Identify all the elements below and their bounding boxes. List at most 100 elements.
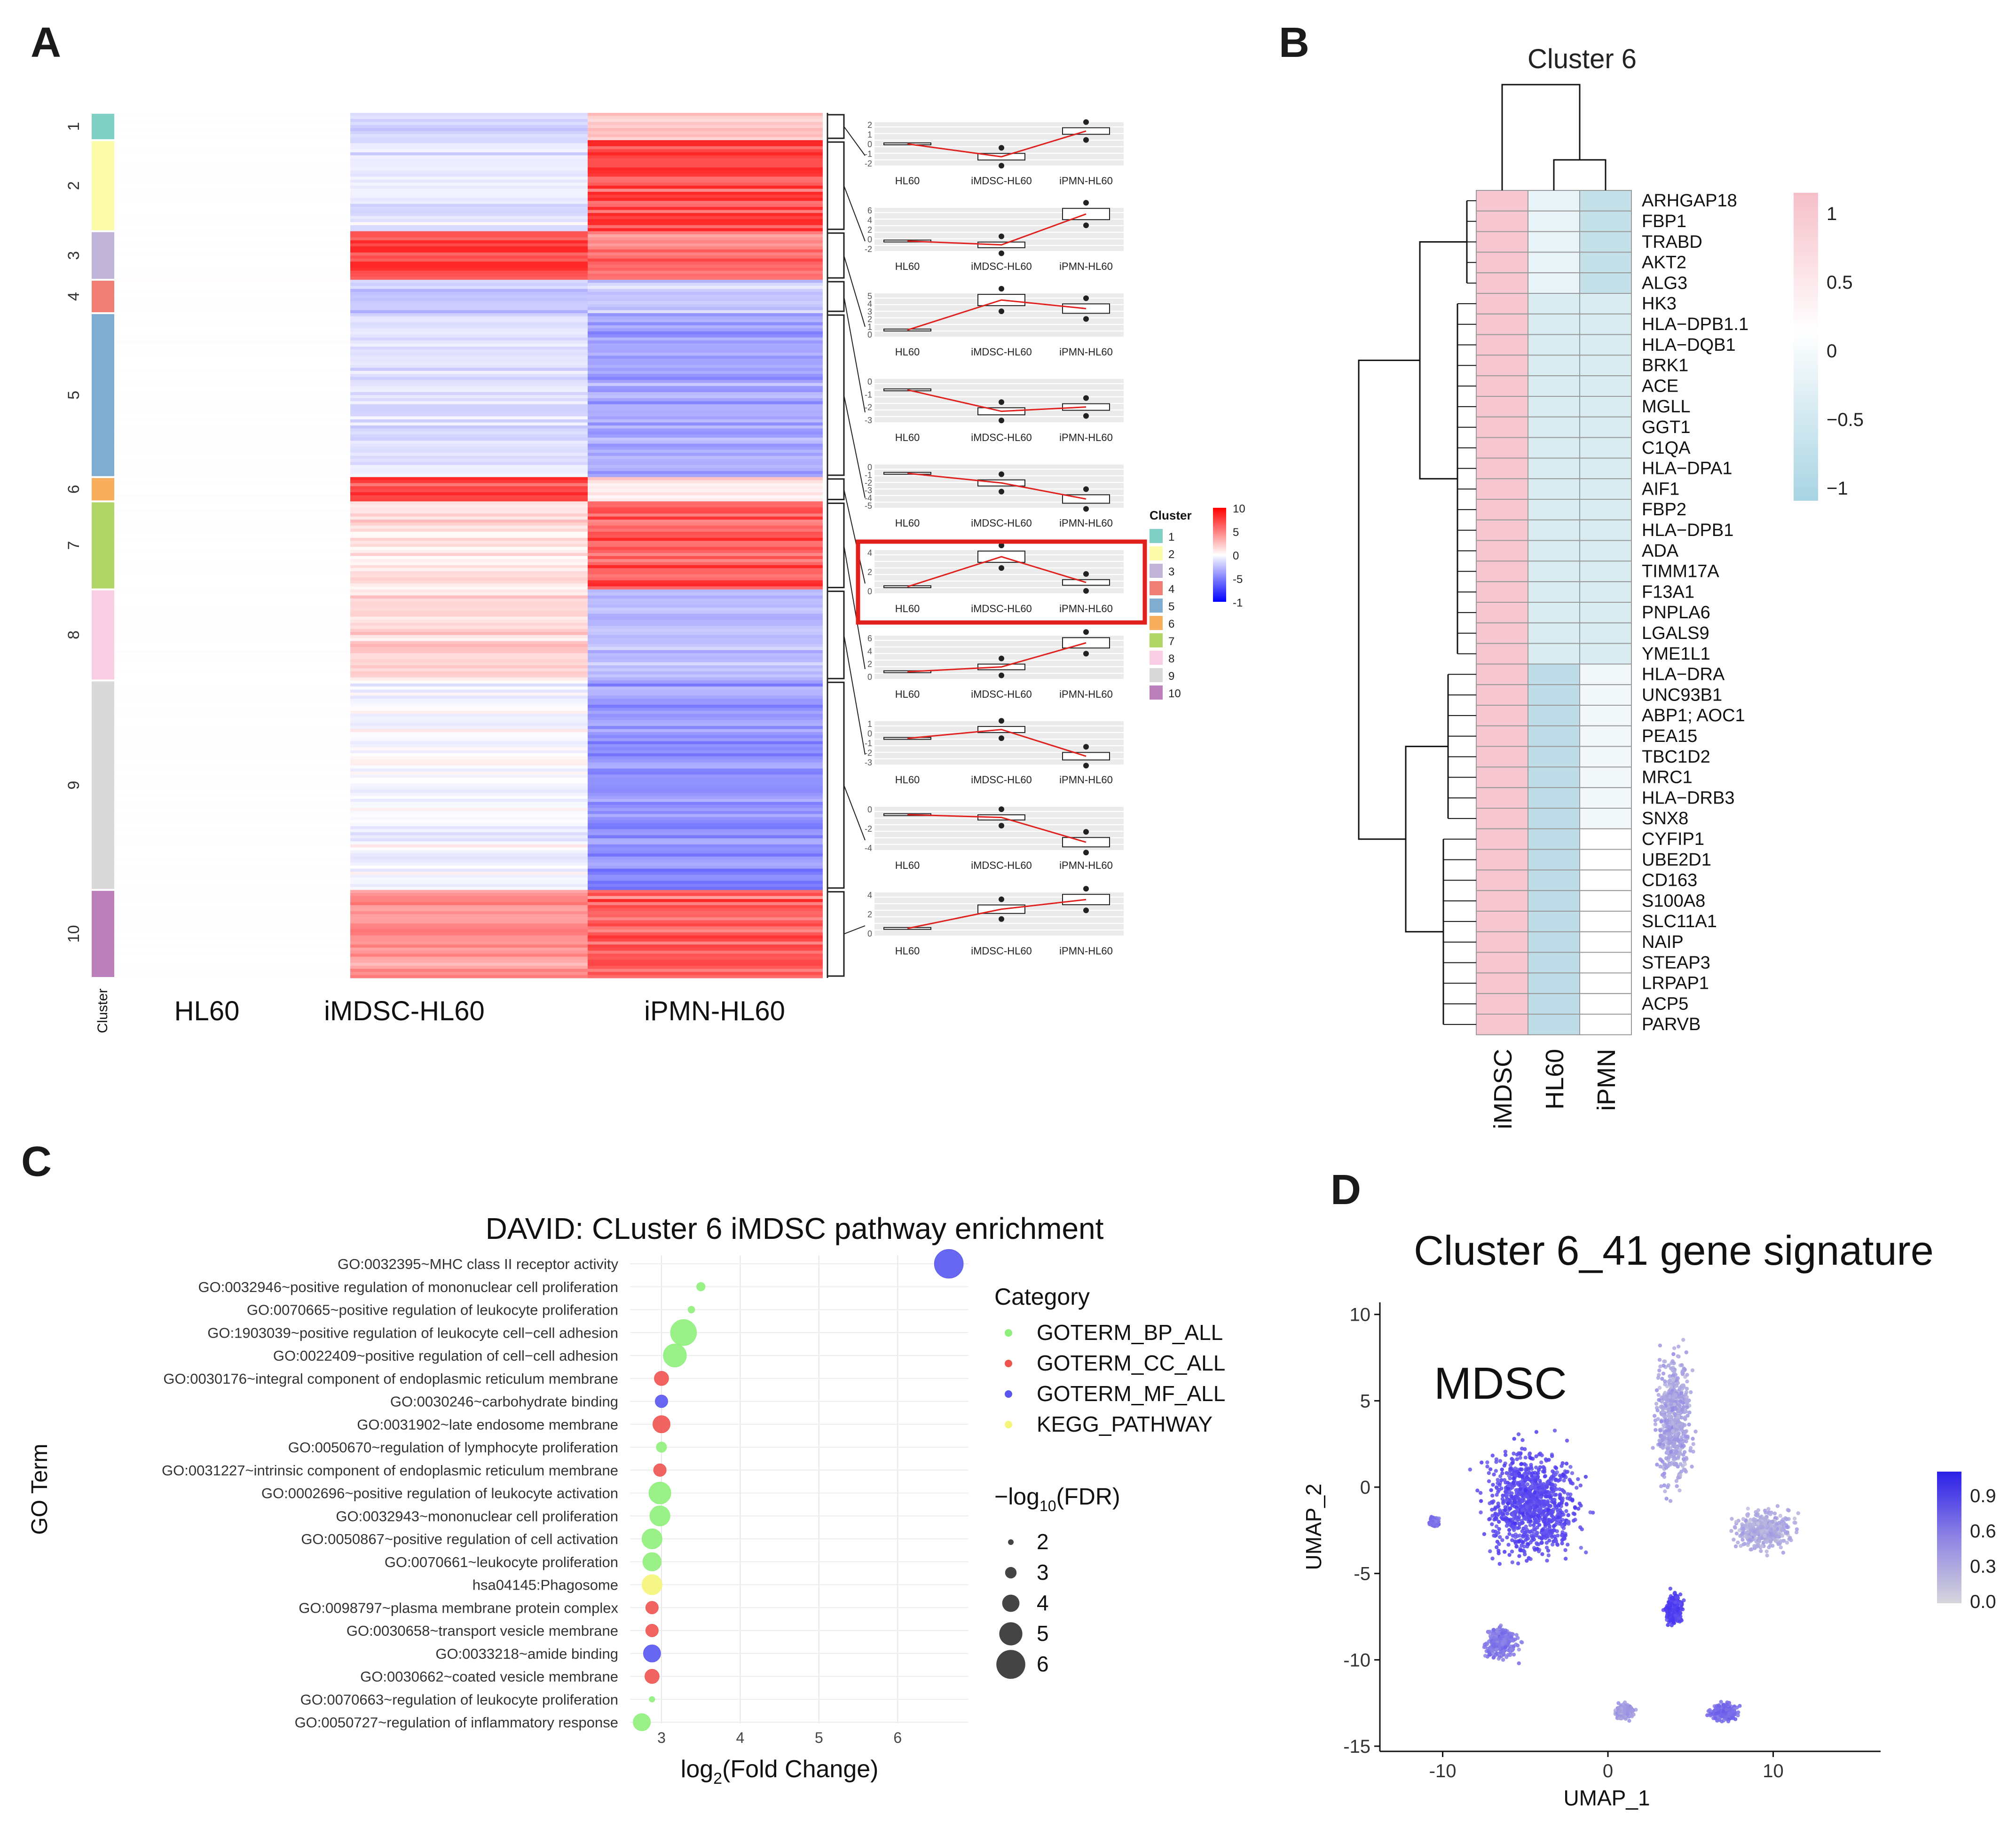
umap-cell-point	[1669, 1596, 1674, 1601]
umap-cell-point	[1533, 1490, 1537, 1495]
umap-cell-point	[1566, 1543, 1570, 1547]
heatmap-cell	[350, 638, 588, 641]
umap-cell-point	[1534, 1430, 1539, 1434]
boxplot-xlabel: HL60	[895, 517, 920, 529]
umap-cell-point	[1668, 1440, 1672, 1445]
outlier-point	[1083, 316, 1089, 322]
heatmap-cell	[115, 237, 350, 241]
heatmap-cell	[588, 550, 823, 553]
heatmap-cell	[115, 261, 350, 265]
heatmap-cell	[115, 531, 350, 536]
umap-cell-point	[1532, 1509, 1536, 1513]
heatmap-cell	[588, 118, 823, 122]
boxplot-tick: 0	[867, 729, 872, 739]
heatmap-cell	[588, 744, 823, 748]
gene-label: CYFIP1	[1642, 829, 1704, 849]
heatmap-cell	[115, 316, 350, 320]
umap-cell-point	[1564, 1502, 1568, 1506]
heatmap-cell	[350, 264, 588, 268]
heatmap-cell	[350, 693, 588, 696]
heatmap-cell	[115, 434, 350, 438]
connector-line	[843, 255, 866, 327]
heatmap-cell	[115, 662, 350, 666]
heatmap-cell	[588, 437, 823, 441]
heatmap-cell	[350, 622, 588, 626]
boxplot-xlabel: iPMN-HL60	[1059, 517, 1113, 529]
heatmap-cell	[1528, 828, 1580, 850]
umap-cell-point	[1521, 1540, 1525, 1544]
heatmap-cell	[588, 128, 823, 132]
umap-cell-point	[1517, 1661, 1521, 1665]
heatmap-cell	[350, 337, 588, 341]
umap-cell-point	[1541, 1465, 1545, 1469]
gene-label: ALG3	[1642, 273, 1687, 293]
heatmap-cell	[350, 601, 588, 605]
heatmap-cell	[588, 143, 823, 147]
umap-cell-point	[1527, 1520, 1531, 1524]
heatmap-cell	[350, 419, 588, 423]
heatmap-cell	[588, 441, 823, 444]
enrichment-point	[687, 1306, 695, 1314]
umap-cell-point	[1497, 1542, 1501, 1546]
heatmap-cell	[588, 595, 823, 599]
heatmap-cell	[1528, 231, 1580, 253]
heatmap-cell	[1579, 911, 1632, 932]
heatmap-cell	[115, 747, 350, 751]
heatmap-cell	[350, 753, 588, 757]
heatmap-cell	[350, 134, 588, 138]
umap-cell-point	[1788, 1536, 1792, 1540]
heatmap-cell	[350, 595, 588, 599]
heatmap-cell	[350, 908, 588, 912]
heatmap-cell	[115, 219, 350, 223]
heatmap-cell	[1528, 602, 1580, 623]
umap-cell-point	[1578, 1483, 1583, 1488]
umap-cell-point	[1748, 1547, 1753, 1552]
heatmap-cell	[1528, 355, 1580, 377]
heatmap-cell	[115, 252, 350, 256]
umap-cell-point	[1660, 1400, 1664, 1404]
heatmap-cell	[588, 929, 823, 933]
heatmap-cell	[115, 125, 350, 128]
umap-cell-point	[1681, 1395, 1686, 1399]
legend-size-dot	[1005, 1567, 1017, 1579]
dendrogram-branch	[1553, 159, 1606, 190]
umap-cell-point	[1769, 1533, 1774, 1537]
heatmap-cell	[1528, 643, 1580, 665]
heatmap-cell	[1528, 396, 1580, 418]
heatmap-cell	[115, 598, 350, 602]
umap-cell-point	[1544, 1513, 1548, 1518]
umap-cell-point	[1491, 1628, 1496, 1632]
legend-category-label: KEGG_PATHWAY	[1037, 1412, 1213, 1436]
legend-swatch-6	[1150, 616, 1163, 630]
heatmap-cell	[350, 883, 588, 887]
umap-cell-point	[1539, 1495, 1543, 1500]
enrichment-point	[934, 1249, 964, 1279]
heatmap-cell	[588, 537, 823, 541]
panel-d-umap: Cluster 6_41 gene signature-10 0 101050-5-…	[1301, 1227, 1996, 1810]
heatmap-cell	[115, 228, 350, 232]
heatmap-cell	[115, 240, 350, 244]
heatmap-cell	[588, 926, 823, 930]
heatmap-cell	[588, 856, 823, 860]
heatmap-cell	[1476, 952, 1528, 974]
heatmap-cell	[115, 783, 350, 787]
heatmap-cell	[115, 574, 350, 578]
heatmap-cell	[588, 787, 823, 790]
heatmap-cell	[115, 741, 350, 745]
umap-cell-point	[1483, 1654, 1488, 1658]
heatmap-cell	[1476, 602, 1528, 623]
heatmap-cell	[350, 219, 588, 223]
heatmap-cell	[115, 789, 350, 793]
heatmap-cell	[115, 407, 350, 411]
umap-cell-point	[1482, 1642, 1487, 1647]
umap-cell-point	[1556, 1515, 1560, 1520]
umap-cell-point	[1792, 1516, 1797, 1521]
heatmap-cell	[350, 480, 588, 484]
umap-cell-point	[1512, 1521, 1517, 1525]
heatmap-cell	[115, 443, 350, 447]
umap-cell-point	[1509, 1466, 1513, 1471]
umap-cell-point	[1510, 1485, 1515, 1489]
heatmap-cell	[588, 504, 823, 508]
umap-cell-point	[1566, 1513, 1571, 1517]
umap-cell-point	[1537, 1516, 1542, 1520]
